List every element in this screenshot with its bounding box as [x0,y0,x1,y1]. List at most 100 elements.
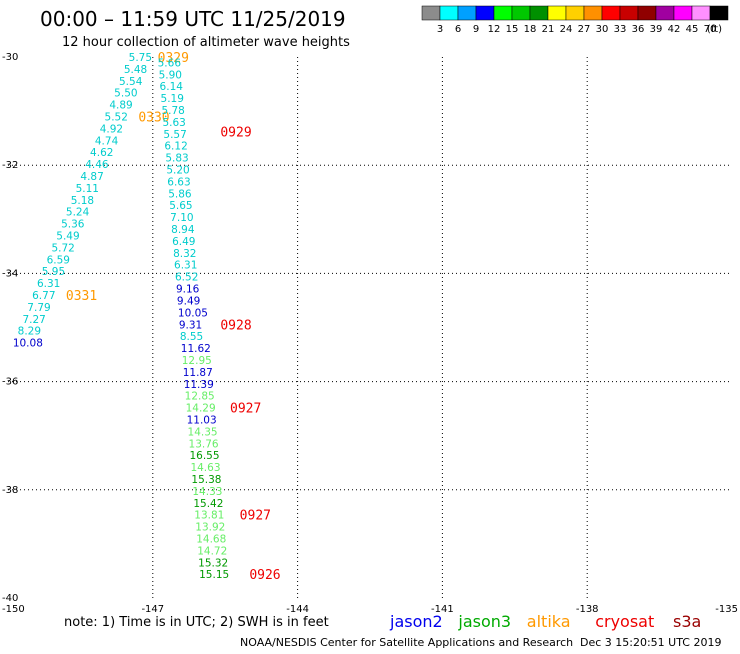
swh-value-label: 5.63 [162,117,185,129]
satellite-tracks: 5.755.485.545.504.895.524.924.744.624.46… [13,51,281,583]
time-label: 0929 [220,126,251,141]
swh-value-label: 5.24 [66,207,90,219]
time-label: 0928 [220,318,251,333]
swh-value-label: 5.18 [71,195,94,207]
swh-value-label: 12.85 [185,391,215,403]
wave-height-colorbar: 3 6 9 12 15 18 21 24 27 30 33 36 39 42 45 70(ft) [421,5,729,35]
swh-value-label: 6.14 [160,81,184,93]
swh-value-label: 14.63 [190,462,220,474]
legend-jason3: jason3 [457,612,511,631]
longitude-tick-label: -147 [141,604,164,615]
longitude-tick-label: -135 [715,604,738,615]
swh-value-label: 5.78 [161,105,184,117]
page-subtitle: 12 hour collection of altimeter wave hei… [62,35,350,50]
latitude-tick-label: -34 [2,268,18,279]
swh-value-label: 8.32 [173,248,196,260]
swh-value-label: 15.42 [193,498,223,510]
swh-value-label: 7.27 [22,314,45,326]
swh-value-label: 4.74 [95,135,119,147]
swh-value-label: 4.46 [85,159,109,171]
swh-value-label: 13.81 [194,510,224,522]
swh-value-label: 5.90 [159,69,182,81]
swh-value-label: 9.49 [177,295,200,307]
colorbar-swatch [529,5,549,21]
colorbar-label: 21 [542,24,555,35]
swh-value-label: 12.95 [182,355,212,367]
longitude-tick-label: -150 [2,604,25,615]
colorbar-swatch [673,5,693,21]
swh-value-label: 11.87 [183,367,213,379]
swh-value-label: 15.38 [191,474,221,486]
track-cryosat: 5.665.906.145.195.785.635.576.125.835.20… [158,57,281,583]
colorbar-swatch [691,5,711,21]
swh-value-label: 8.29 [18,326,41,338]
swh-value-label: 5.20 [166,165,189,177]
swh-value-label: 8.55 [180,331,203,343]
colorbar-swatch [655,5,675,21]
colorbar-swatch [547,5,567,21]
swh-value-label: 5.86 [168,188,192,200]
colorbar-label: 18 [524,24,537,35]
swh-value-label: 14.33 [192,486,222,498]
footer-note: note: 1) Time is in UTC; 2) SWH is in fe… [64,615,329,630]
swh-value-label: 6.77 [32,290,55,302]
swh-value-label: 5.49 [56,231,79,243]
swh-value-label: 13.92 [195,522,225,534]
swh-value-label: 7.10 [170,212,193,224]
longitude-tick-labels: -150 -147 -144 -141 -138 -135 [2,604,738,615]
legend-cryosat: cryosat [595,612,654,631]
colorbar-swatch [439,5,459,21]
colorbar-label: 45 [686,24,699,35]
colorbar-label: 36 [632,24,645,35]
colorbar-label: 15 [506,24,519,35]
swh-value-label: 6.31 [174,260,197,272]
swh-value-label: 5.36 [61,219,85,231]
colorbar-label: 42 [668,24,681,35]
track-altika: 5.755.485.545.504.895.524.924.744.624.46… [13,51,189,350]
swh-value-label: 6.52 [175,272,198,284]
latitude-tick-label: -40 [2,593,18,604]
latitude-tick-labels: -30 -32 -34 -36 -38 -40 [2,52,18,604]
swh-value-label: 11.03 [187,414,217,426]
swh-value-label: 13.76 [189,438,219,450]
colorbar-swatch [709,5,729,21]
swh-value-label: 5.48 [124,64,147,76]
swh-value-label: 6.49 [172,236,195,248]
colorbar-label: 27 [578,24,591,35]
swh-value-label: 6.63 [167,176,190,188]
colorbar-label: 3 [437,24,443,35]
swh-value-label: 5.75 [129,52,152,64]
longitude-tick-label: -138 [576,604,599,615]
swh-value-label: 11.39 [184,379,214,391]
swh-value-label: 14.68 [196,533,226,545]
swh-value-label: 5.50 [114,88,137,100]
colorbar-swatch [637,5,657,21]
colorbar-label: 39 [650,24,663,35]
time-label: 0329 [158,51,189,66]
time-label: 0330 [138,111,169,126]
colorbar-swatch [511,5,531,21]
latitude-tick-label: -36 [2,377,18,388]
swh-value-label: 5.95 [42,266,65,278]
page-title: 00:00 – 11:59 UTC 11/25/2019 [40,7,346,31]
swh-value-label: 8.94 [171,224,195,236]
swh-value-label: 5.57 [163,129,186,141]
time-label: 0927 [230,402,261,417]
legend-altika: altika [527,612,571,631]
swh-value-label: 4.62 [90,147,113,159]
satellite-legend: jason2 jason3 altika cryosat s3a [389,612,701,631]
latitude-tick-label: -38 [2,485,18,496]
colorbar-swatch [475,5,495,21]
time-label: 0927 [240,509,271,524]
swh-value-label: 15.15 [199,569,229,581]
latitude-tick-label: -30 [2,52,18,63]
footer-credit: NOAA/NESDIS Center for Satellite Applica… [240,636,573,649]
colorbar-swatch [601,5,621,21]
swh-value-label: 14.72 [197,545,227,557]
colorbar-label: 9 [473,24,479,35]
swh-value-label: 14.29 [186,403,216,415]
swh-value-label: 9.16 [176,284,200,296]
colorbar-label: 70 [704,24,717,35]
